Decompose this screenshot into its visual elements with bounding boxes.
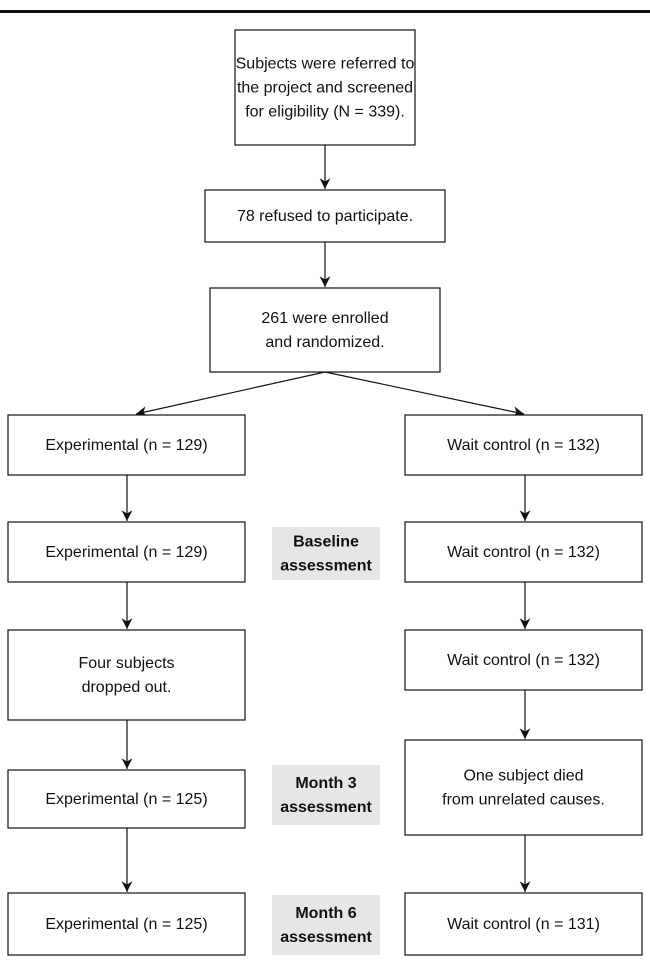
node-box xyxy=(7,629,246,721)
node-text: Experimental (n = 125) xyxy=(45,916,207,933)
node: Wait control (n = 131) xyxy=(404,892,643,956)
node: Wait control (n = 132) xyxy=(404,521,643,583)
stage-label: Baseline assessment xyxy=(272,527,380,580)
node-box xyxy=(404,739,643,836)
node-box xyxy=(234,29,416,146)
node-text: Experimental (n = 129) xyxy=(45,544,207,561)
node: Four subjects dropped out. xyxy=(7,629,246,721)
node-text: Wait control (n = 132) xyxy=(447,652,600,669)
node-text: Experimental (n = 129) xyxy=(45,437,207,454)
node-text: Wait control (n = 132) xyxy=(447,544,600,561)
stage-background xyxy=(272,895,380,955)
node-text: One subject died xyxy=(463,768,583,785)
node-text: Experimental (n = 125) xyxy=(45,791,207,808)
stage-background xyxy=(272,527,380,580)
node-text: Subjects were referred to xyxy=(236,56,415,73)
node-text: assessment xyxy=(280,929,372,946)
node: 78 refused to participate. xyxy=(204,189,446,243)
node: Experimental (n = 125) xyxy=(7,892,246,956)
stage-label: Month 6 assessment xyxy=(272,895,380,955)
node-text: Four subjects xyxy=(78,655,174,672)
node-text: Baseline xyxy=(293,534,359,551)
node-text: dropped out. xyxy=(82,679,172,696)
node-text: Wait control (n = 131) xyxy=(447,916,600,933)
node-box xyxy=(7,414,246,476)
stage-background xyxy=(272,765,380,825)
node-box xyxy=(404,892,643,956)
node-box xyxy=(204,189,446,243)
node-text: 78 refused to participate. xyxy=(237,208,413,225)
node: Experimental (n = 129) xyxy=(7,414,246,476)
node-box xyxy=(7,769,246,829)
node-text: assessment xyxy=(280,558,372,575)
node-text: Month 6 xyxy=(295,905,356,922)
node-box xyxy=(7,521,246,583)
node-text: from unrelated causes. xyxy=(442,792,605,809)
node: One subject died from unrelated causes. xyxy=(404,739,643,836)
node: Subjects were referred to the project and… xyxy=(234,29,416,146)
node-text: the project and screened xyxy=(237,80,413,97)
node-text: assessment xyxy=(280,799,372,816)
node-text: and randomized. xyxy=(265,334,384,351)
node: Experimental (n = 125) xyxy=(7,769,246,829)
stage-label: Month 3 assessment xyxy=(272,765,380,825)
node-box xyxy=(7,892,246,956)
node: 261 were enrolled and randomized. xyxy=(209,287,441,373)
node: Wait control (n = 132) xyxy=(404,414,643,476)
node-text: Wait control (n = 132) xyxy=(447,437,600,454)
node-box xyxy=(404,521,643,583)
node-text: 261 were enrolled xyxy=(261,310,388,327)
node-box xyxy=(404,629,643,691)
arrows xyxy=(121,145,531,892)
node-text: Month 3 xyxy=(295,775,356,792)
node-box xyxy=(404,414,643,476)
arrow xyxy=(135,371,326,417)
node: Experimental (n = 129) xyxy=(7,521,246,583)
node-text: for eligibility (N = 339). xyxy=(245,104,405,121)
top-rule xyxy=(0,10,650,13)
node: Wait control (n = 132) xyxy=(404,629,643,691)
node-box xyxy=(209,287,441,373)
arrow xyxy=(324,371,525,418)
